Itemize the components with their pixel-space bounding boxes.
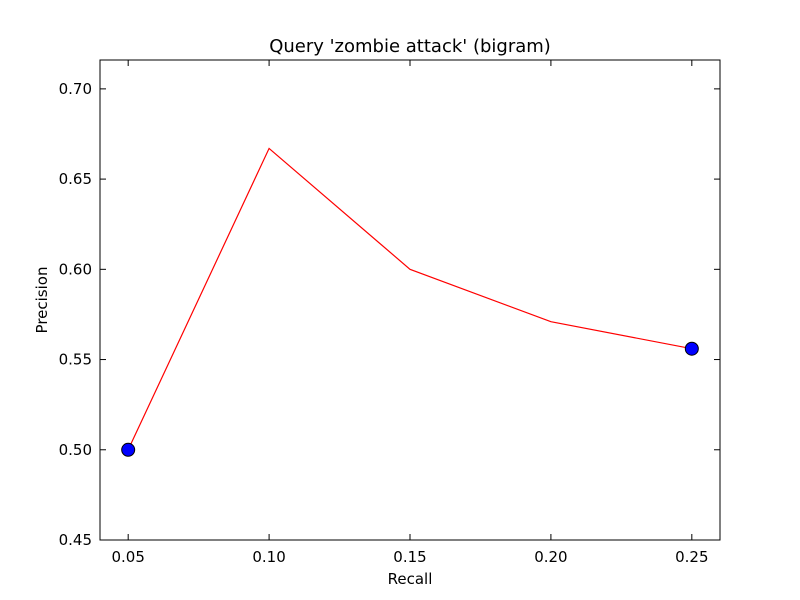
- y-axis-label: Precision: [33, 267, 51, 334]
- chart-title: Query 'zombie attack' (bigram): [269, 36, 551, 57]
- x-tick-label: 0.05: [111, 548, 144, 566]
- x-tick-label: 0.25: [675, 548, 708, 566]
- y-tick-label: 0.60: [59, 260, 92, 278]
- x-tick-label: 0.15: [393, 548, 426, 566]
- data-point-marker: [121, 442, 136, 457]
- y-tick-label: 0.55: [59, 351, 92, 369]
- y-axis-ticks: 0.45 0.50 0.55 0.60 0.65 0.70: [59, 80, 720, 549]
- x-tick-label: 0.10: [252, 548, 285, 566]
- series-line: [127, 147, 692, 451]
- x-axis-ticks: 0.05 0.10 0.15 0.20 0.25: [111, 60, 709, 566]
- y-tick-label: 0.70: [59, 80, 92, 98]
- x-tick-label: 0.20: [534, 548, 567, 566]
- x-axis-label: Recall: [388, 570, 433, 588]
- y-tick-label: 0.45: [59, 531, 92, 549]
- data-point-marker: [684, 341, 699, 356]
- plot-area: [121, 147, 699, 457]
- y-tick-label: 0.65: [59, 170, 92, 188]
- y-tick-label: 0.50: [59, 441, 92, 459]
